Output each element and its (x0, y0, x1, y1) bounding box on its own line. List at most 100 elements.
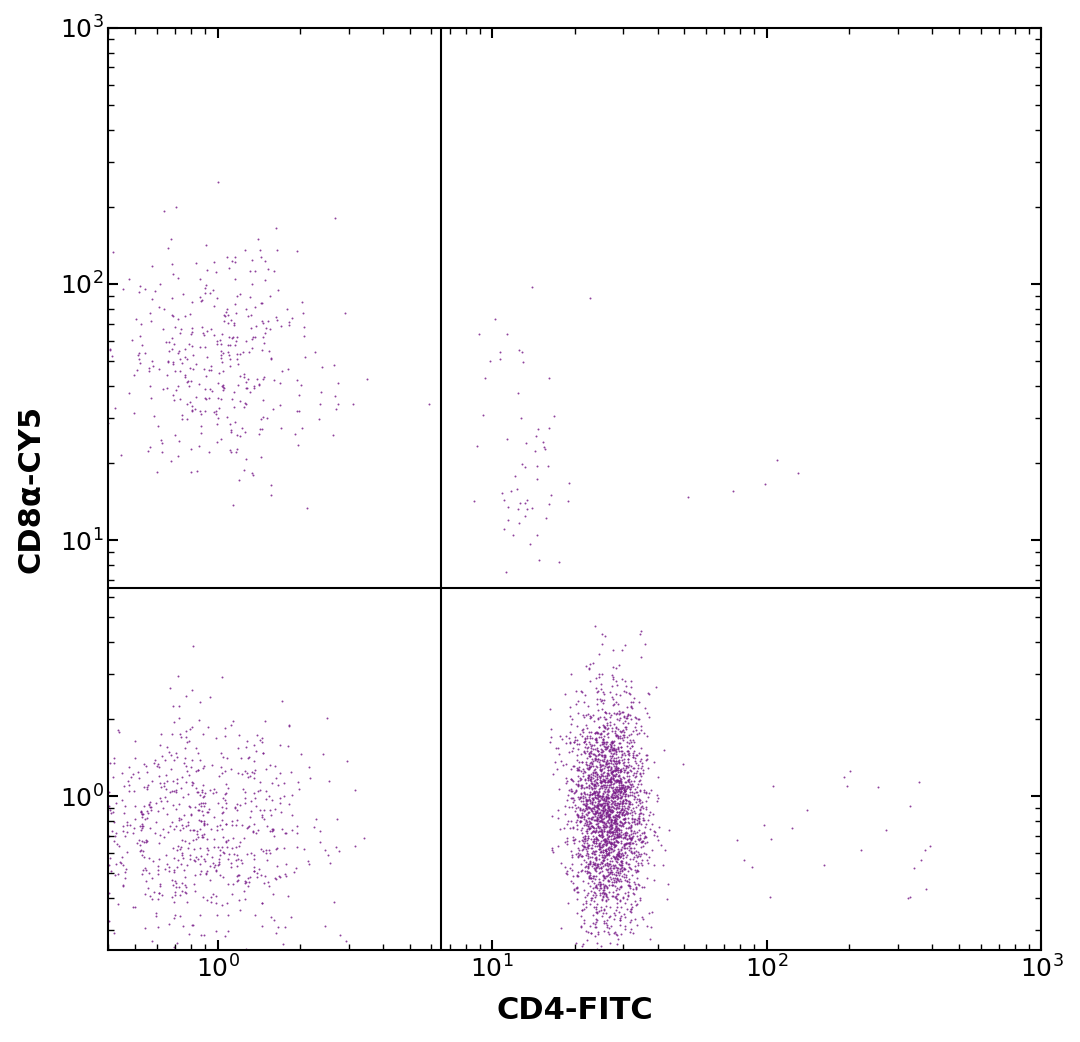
Point (593, 773, 610, 790)
Point (615, 778, 632, 795)
Point (204, 854, 221, 871)
Point (569, 868, 586, 885)
Point (633, 798, 650, 815)
Point (190, 438, 207, 454)
Point (621, 826, 638, 843)
Point (586, 802, 604, 819)
Point (588, 829, 605, 846)
Point (618, 868, 635, 885)
Point (605, 671, 622, 688)
Point (590, 789, 607, 805)
Point (596, 794, 613, 811)
Point (659, 875, 676, 892)
Point (602, 871, 619, 888)
Point (486, 311, 503, 327)
Point (620, 819, 637, 836)
Point (174, 844, 191, 861)
Point (581, 855, 598, 872)
Point (605, 888, 622, 904)
Point (597, 843, 615, 860)
Point (618, 720, 635, 737)
Point (627, 765, 645, 782)
Point (591, 745, 608, 762)
Point (598, 857, 616, 873)
Point (611, 687, 629, 703)
Point (632, 839, 649, 855)
Point (238, 300, 255, 317)
Point (543, 841, 561, 858)
Point (835, 769, 852, 786)
Point (619, 810, 636, 826)
Point (589, 790, 606, 807)
Point (571, 769, 589, 786)
Point (136, 345, 153, 362)
Point (565, 793, 582, 810)
Point (615, 785, 632, 801)
Point (586, 812, 604, 828)
Point (761, 889, 779, 905)
Point (593, 728, 610, 745)
Point (569, 844, 586, 861)
Point (551, 728, 568, 745)
Point (625, 811, 643, 827)
Point (572, 786, 590, 802)
Point (474, 406, 491, 423)
Point (266, 759, 283, 775)
Point (589, 759, 606, 775)
Point (582, 793, 599, 810)
Point (576, 734, 593, 750)
Point (595, 742, 612, 759)
Point (602, 743, 619, 760)
Point (579, 779, 596, 796)
Point (185, 346, 202, 363)
Point (338, 752, 355, 769)
Point (608, 726, 625, 743)
Point (679, 489, 697, 505)
Point (640, 848, 658, 865)
Point (610, 739, 627, 755)
Point (591, 809, 608, 825)
Point (149, 891, 166, 908)
Point (598, 734, 616, 750)
Point (583, 823, 600, 840)
Point (226, 337, 243, 353)
Point (243, 764, 260, 780)
Point (554, 731, 571, 748)
Point (617, 848, 634, 865)
Point (252, 731, 269, 748)
Point (608, 941, 625, 958)
Point (195, 813, 213, 829)
Point (586, 804, 604, 821)
Point (591, 839, 608, 855)
Point (319, 710, 336, 726)
Point (586, 724, 604, 741)
Point (173, 839, 190, 855)
Point (631, 876, 648, 893)
Point (592, 788, 609, 804)
Point (605, 770, 622, 787)
Point (192, 798, 210, 815)
Point (586, 918, 604, 935)
Point (571, 799, 589, 816)
Point (620, 842, 637, 859)
Point (593, 811, 610, 827)
Point (598, 804, 616, 821)
Point (202, 820, 219, 837)
Point (598, 783, 616, 799)
Point (261, 823, 279, 840)
Point (116, 797, 133, 814)
Point (211, 853, 228, 870)
Point (624, 745, 642, 762)
Point (579, 743, 596, 760)
Point (604, 824, 621, 841)
Point (643, 918, 660, 935)
Point (159, 772, 176, 789)
Point (588, 770, 605, 787)
Point (152, 778, 170, 795)
Point (613, 642, 631, 659)
Point (265, 912, 282, 928)
Point (603, 733, 620, 749)
Point (590, 788, 607, 804)
Point (264, 823, 281, 840)
Point (594, 800, 611, 817)
